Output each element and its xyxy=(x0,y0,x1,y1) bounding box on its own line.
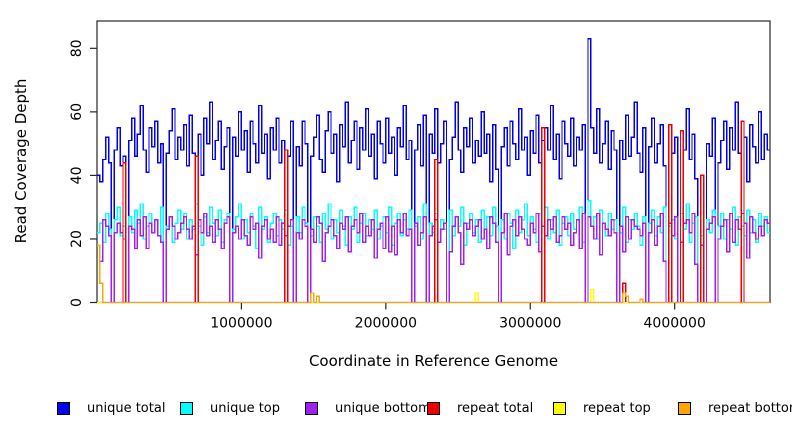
x-tick-label: 1000000 xyxy=(210,316,272,332)
y-axis-title: Read Coverage Depth xyxy=(12,78,30,244)
x-axis-title: Coordinate in Reference Genome xyxy=(308,352,559,370)
legend-label: unique bottom xyxy=(335,400,431,416)
legend-swatch-icon xyxy=(180,401,193,415)
legend-label: repeat top xyxy=(583,400,651,416)
legend-swatch-icon xyxy=(57,401,70,415)
y-tick-label: 60 xyxy=(69,103,85,121)
y-tick-label: 0 xyxy=(69,298,85,307)
chart-legend: unique total unique top unique bottom repea… xyxy=(0,399,792,419)
series-unique-bottom xyxy=(97,212,770,304)
x-tick-label: 2000000 xyxy=(355,316,417,332)
y-tick-label: 20 xyxy=(69,230,85,248)
legend-swatch-icon xyxy=(553,401,566,415)
legend-label: repeat bottom xyxy=(708,400,792,416)
legend-item-repeat-total: repeat total xyxy=(427,399,533,417)
legend-label: repeat total xyxy=(457,400,534,416)
legend-swatch-icon xyxy=(678,401,691,415)
legend-item-unique-bottom: unique bottom xyxy=(305,399,431,417)
legend-item-repeat-top: repeat top xyxy=(553,399,651,417)
legend-item-unique-total: unique total xyxy=(57,399,165,417)
y-tick-label: 80 xyxy=(69,39,85,57)
legend-label: unique total xyxy=(87,400,166,416)
series-repeat-bottom xyxy=(97,244,770,304)
x-tick-label: 3000000 xyxy=(499,316,561,332)
legend-item-repeat-bottom: repeat bottom xyxy=(678,399,792,417)
legend-swatch-icon xyxy=(305,401,318,415)
legend-item-unique-top: unique top xyxy=(180,399,280,417)
x-tick-label: 4000000 xyxy=(644,316,706,332)
legend-swatch-icon xyxy=(427,401,440,415)
series-unique-total xyxy=(97,38,770,304)
y-tick-label: 40 xyxy=(69,166,85,184)
legend-label: unique top xyxy=(210,400,281,416)
